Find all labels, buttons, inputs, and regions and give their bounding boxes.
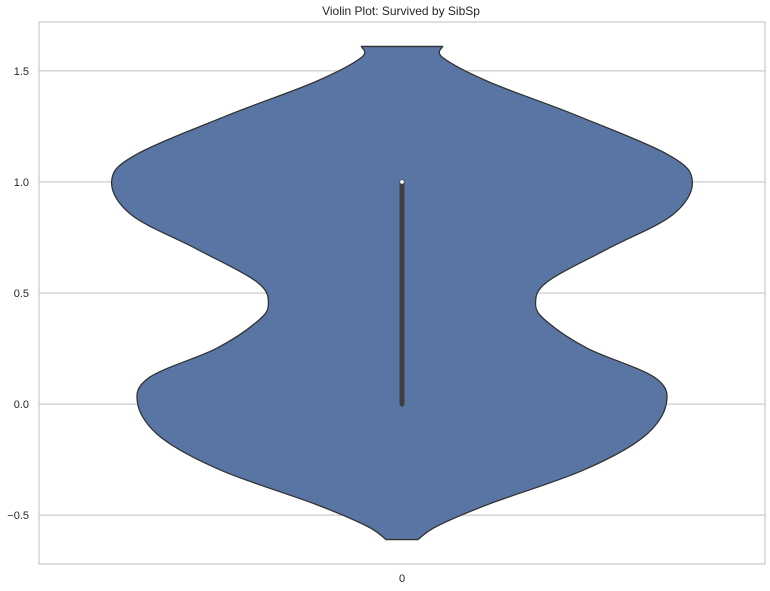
- y-axis-ticks: −0.5 0.0 0.5 1.0 1.5: [7, 66, 29, 522]
- y-tick-label: 0.5: [14, 288, 29, 300]
- y-tick-label: 1.0: [14, 177, 29, 189]
- violin-layer: [110, 45, 694, 541]
- y-tick-label: 0.0: [14, 399, 29, 411]
- median-point: [399, 179, 405, 185]
- chart-title: Violin Plot: Survived by SibSp: [322, 4, 480, 18]
- plot-frame: [38, 21, 766, 565]
- x-tick-label: 0: [399, 573, 405, 585]
- y-tick-label: −0.5: [7, 510, 29, 522]
- x-axis-ticks: 0: [399, 573, 405, 585]
- y-tick-label: 1.5: [14, 66, 29, 78]
